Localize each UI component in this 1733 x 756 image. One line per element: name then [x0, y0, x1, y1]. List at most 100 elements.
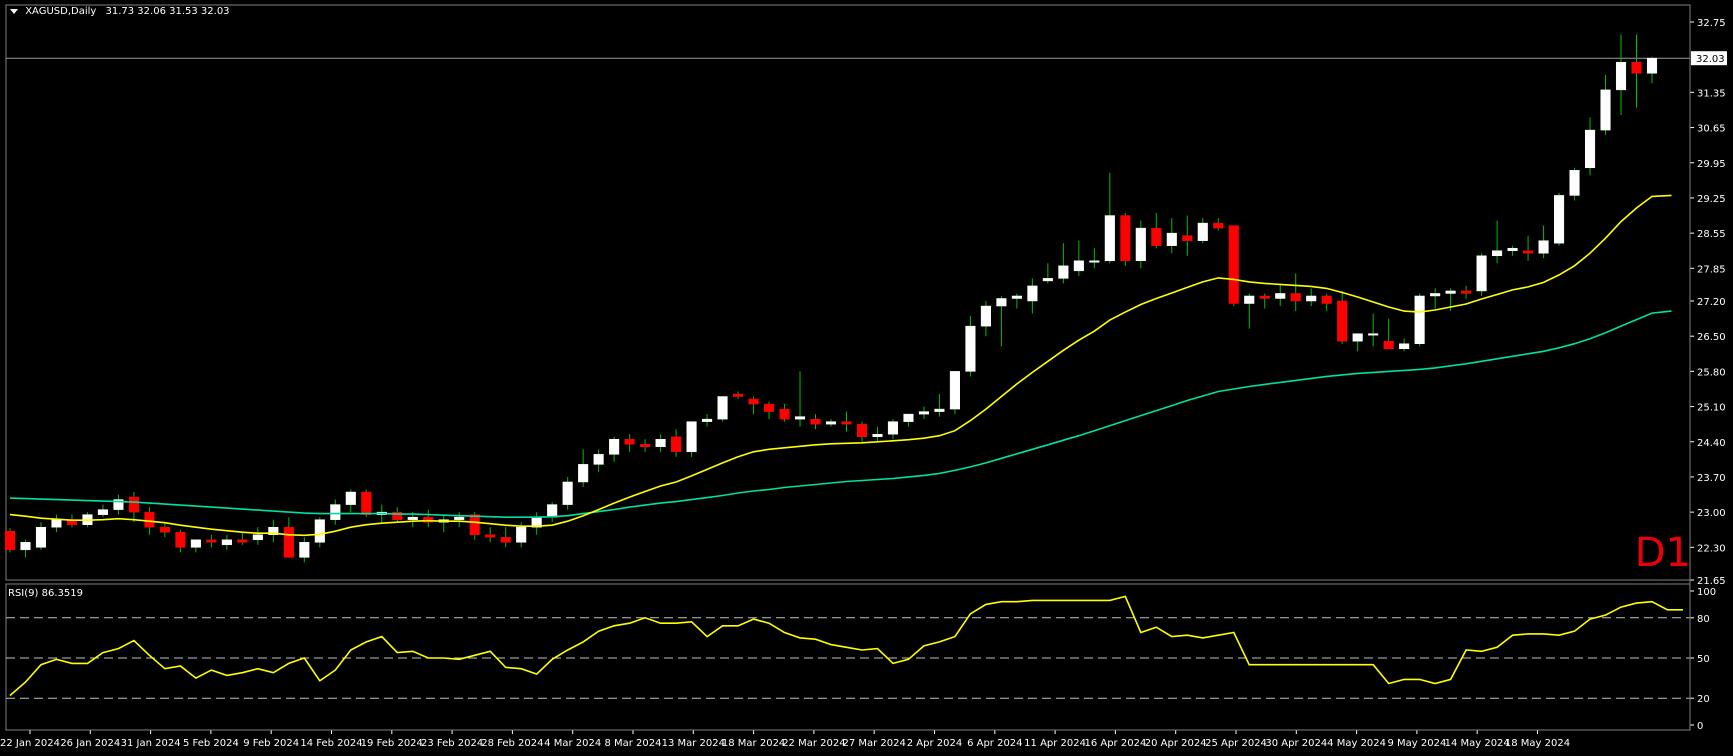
candle-body[interactable]	[903, 413, 914, 422]
candle-body[interactable]	[1337, 300, 1348, 342]
candle-body[interactable]	[283, 526, 294, 558]
candle-body[interactable]	[562, 481, 573, 505]
candle-body[interactable]	[1197, 222, 1208, 241]
candle-body[interactable]	[206, 539, 217, 543]
candle-body[interactable]	[144, 511, 155, 528]
candle-body[interactable]	[1321, 295, 1332, 304]
candle-body[interactable]	[407, 516, 418, 520]
candle-body[interactable]	[1104, 215, 1115, 262]
candle-body[interactable]	[949, 371, 960, 410]
candle-body[interactable]	[454, 516, 465, 520]
candle-body[interactable]	[4, 530, 16, 551]
candle-body[interactable]	[686, 421, 697, 453]
candle-body[interactable]	[1368, 333, 1379, 336]
candle-body[interactable]	[996, 298, 1007, 307]
candle-body[interactable]	[794, 416, 806, 420]
candle-body[interactable]	[810, 418, 821, 425]
candle-body[interactable]	[1058, 265, 1069, 279]
candle-body[interactable]	[717, 396, 728, 420]
candle-body[interactable]	[1615, 61, 1627, 91]
candle-body[interactable]	[516, 526, 527, 543]
dropdown-triangle-icon[interactable]	[10, 8, 18, 14]
candle-body[interactable]	[159, 526, 170, 533]
candle-body[interactable]	[1228, 225, 1239, 304]
candle-body[interactable]	[856, 423, 868, 437]
candle-body[interactable]	[779, 408, 790, 420]
candle-body[interactable]	[190, 539, 201, 548]
candle-body[interactable]	[345, 491, 356, 505]
candle-body[interactable]	[934, 408, 945, 412]
candle-body[interactable]	[1182, 235, 1193, 241]
candle-body[interactable]	[1445, 290, 1456, 294]
candle-body[interactable]	[20, 542, 31, 551]
candle-body[interactable]	[1430, 293, 1441, 297]
candle-body[interactable]	[980, 305, 991, 327]
candle-body[interactable]	[609, 438, 620, 455]
candle-body[interactable]	[1011, 295, 1022, 299]
candle-body[interactable]	[655, 438, 666, 448]
candle-body[interactable]	[763, 403, 775, 412]
candle-body[interactable]	[1492, 250, 1503, 257]
candle-body[interactable]	[51, 519, 62, 528]
candle-body[interactable]	[1523, 250, 1534, 254]
candle-body[interactable]	[1042, 278, 1053, 282]
candle-body[interactable]	[1290, 293, 1301, 302]
candle-body[interactable]	[872, 433, 883, 437]
candle-body[interactable]	[469, 514, 480, 536]
candle-body[interactable]	[1027, 285, 1038, 302]
candle-body[interactable]	[175, 531, 186, 548]
candle-body[interactable]	[1352, 333, 1363, 342]
candle-body[interactable]	[1089, 260, 1100, 263]
candle-body[interactable]	[1259, 295, 1270, 299]
candle-body[interactable]	[1383, 340, 1394, 350]
candle-body[interactable]	[748, 398, 759, 405]
candle-body[interactable]	[299, 542, 310, 558]
candle-body[interactable]	[1569, 170, 1580, 196]
candle-body[interactable]	[392, 511, 403, 520]
candle-body[interactable]	[1306, 295, 1317, 302]
candle-body[interactable]	[1631, 61, 1642, 74]
candle-body[interactable]	[733, 393, 744, 397]
candle-body[interactable]	[97, 509, 108, 515]
candle-body[interactable]	[1646, 57, 1658, 74]
candle-body[interactable]	[361, 491, 372, 515]
candle-body[interactable]	[1135, 227, 1146, 262]
candle-body[interactable]	[841, 421, 852, 425]
candle-body[interactable]	[423, 516, 434, 523]
candle-body[interactable]	[1584, 129, 1596, 169]
candle-body[interactable]	[221, 539, 232, 546]
candle-body[interactable]	[268, 526, 279, 536]
candle-body[interactable]	[1213, 222, 1224, 229]
candle-body[interactable]	[314, 519, 325, 543]
candle-body[interactable]	[1275, 293, 1286, 299]
candle-body[interactable]	[702, 418, 713, 422]
candle-body[interactable]	[825, 421, 837, 425]
candle-body[interactable]	[1600, 89, 1611, 131]
candle-body[interactable]	[500, 537, 511, 543]
candle-body[interactable]	[485, 534, 496, 538]
candle-body[interactable]	[1538, 240, 1549, 254]
candle-body[interactable]	[1120, 215, 1131, 262]
candle-body[interactable]	[578, 464, 589, 483]
candle-body[interactable]	[1507, 247, 1518, 251]
candle-body[interactable]	[593, 454, 604, 465]
candle-body[interactable]	[35, 526, 47, 548]
candle-body[interactable]	[1414, 295, 1425, 344]
candle-body[interactable]	[128, 496, 139, 513]
candle-body[interactable]	[624, 438, 635, 445]
candle-body[interactable]	[330, 504, 341, 520]
candle-body[interactable]	[1399, 343, 1410, 350]
candle-body[interactable]	[252, 534, 263, 541]
candle-body[interactable]	[1461, 290, 1472, 294]
candle-body[interactable]	[547, 504, 558, 518]
candle-body[interactable]	[640, 444, 651, 448]
candle-body[interactable]	[1166, 232, 1177, 246]
candle-body[interactable]	[965, 325, 976, 372]
candle-body[interactable]	[1073, 260, 1084, 272]
candle-body[interactable]	[1476, 255, 1487, 292]
candle-body[interactable]	[918, 411, 929, 415]
candle-body[interactable]	[237, 539, 248, 543]
candle-body[interactable]	[1151, 227, 1162, 246]
